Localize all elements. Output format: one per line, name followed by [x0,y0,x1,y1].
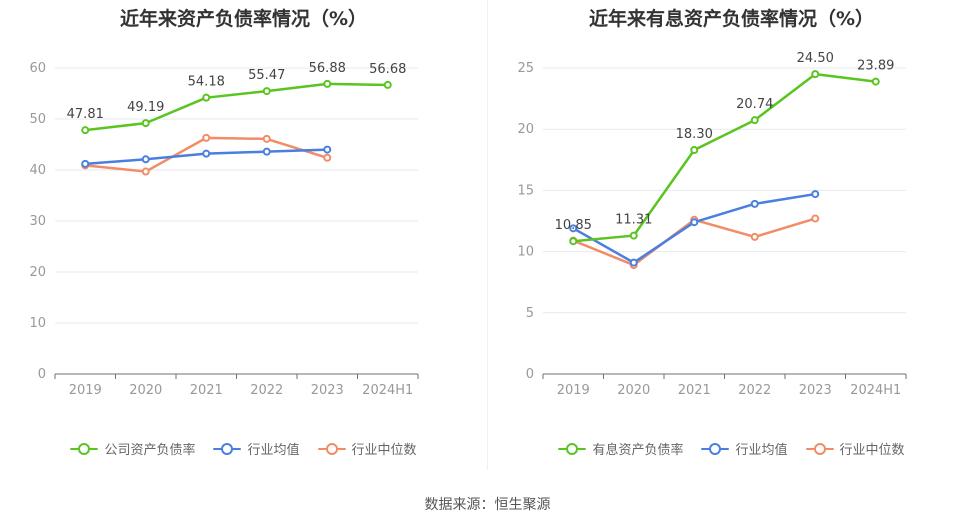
legend-label: 公司资产负债率 [104,443,196,458]
data-point [690,146,699,155]
legend-marker-icon [558,442,587,456]
y-tick-label: 20 [517,122,534,137]
data-point [629,258,638,267]
data-point [811,70,820,79]
legend-label: 行业中位数 [351,443,417,458]
y-tick-label: 0 [526,367,534,382]
data-point [262,87,271,96]
chart-panel-asset-liability: 近年来资产负债率情况（%） 0 10 20 30 40 50 60 2019 2020 2021 2… [0,0,487,470]
x-tick-label: 2022 [250,383,283,398]
x-tick-label: 2020 [129,383,162,398]
chart-title: 近年来资产负债率情况（%） [119,8,368,30]
legend-item[interactable]: 行业中位数 [317,439,417,458]
data-label: 24.50 [797,51,834,66]
data-point [811,214,820,223]
y-tick-label: 40 [29,163,46,178]
panel-divider [487,0,488,470]
legend-label: 行业均值 [247,443,300,458]
data-point [569,237,578,246]
data-point [629,231,638,240]
legend-marker-icon [213,442,242,456]
x-tick-label: 2020 [617,383,650,398]
legend-item[interactable]: 行业均值 [701,439,788,458]
legend-item[interactable]: 公司资产负债率 [70,439,195,458]
data-label: 20.74 [736,97,773,112]
x-tick-label: 2019 [69,383,102,398]
y-tick-label: 50 [29,112,46,127]
data-point [81,159,90,168]
legend-label: 有息资产负债率 [592,443,684,458]
legend-marker-icon [805,442,834,456]
data-label: 49.19 [127,100,164,115]
data-label: 18.30 [676,127,713,142]
data-point [141,119,150,128]
legend-marker-icon [701,442,730,456]
legend-marker-icon [317,442,346,456]
x-tick-label: 2021 [190,383,223,398]
line-chart-asset-liability: 0 10 20 30 40 50 60 2019 2020 2021 2022 2023 2024H1 4… [29,61,419,398]
data-label: 54.18 [188,75,225,90]
x-tick-label: 2022 [738,383,771,398]
y-tick-label: 15 [517,183,534,198]
data-label: 10.85 [555,218,592,233]
data-label: 55.47 [248,68,285,83]
series-line [573,72,876,243]
y-tick-label: 60 [29,61,46,76]
data-point [202,93,211,102]
x-tick-label: 2023 [311,383,344,398]
x-tick-label: 2023 [799,383,832,398]
data-point [262,147,271,156]
y-tick-label: 0 [38,367,46,382]
data-point [569,224,578,233]
legend-item[interactable]: 行业中位数 [805,439,905,458]
y-tick-label: 10 [517,245,534,260]
data-point [750,199,759,208]
data-point [323,153,332,162]
legend-item[interactable]: 行业均值 [213,439,300,458]
y-tick-label: 20 [29,265,46,280]
data-point [141,167,150,176]
legend-marker-icon [70,442,99,456]
line-chart-interest-bearing: 0 5 10 15 20 25 2019 2020 2021 2022 2023 2024H1 10.8… [517,51,907,398]
data-point [141,155,150,164]
data-point [323,79,332,88]
series-line [85,82,388,132]
x-tick-label: 2024H1 [362,383,413,398]
y-tick-label: 10 [29,316,46,331]
data-label: 11.31 [615,213,652,228]
data-point [202,133,211,142]
data-point [262,134,271,143]
legend-label: 行业均值 [735,443,788,458]
y-tick-label: 30 [29,214,46,229]
chart-legend: 公司资产负债率 行业均值 行业中位数 [0,439,487,458]
chart-legend: 有息资产负债率 行业均值 行业中位数 [488,439,975,458]
data-point [871,77,880,86]
data-point [202,149,211,158]
data-point [81,126,90,135]
x-tick-label: 2019 [557,383,590,398]
data-label: 47.81 [67,107,104,122]
data-point [383,80,392,89]
y-tick-label: 25 [517,61,534,76]
legend-label: 行业中位数 [839,443,905,458]
x-tick-label: 2021 [678,383,711,398]
data-label: 56.88 [309,61,346,76]
x-tick-label: 2024H1 [850,383,901,398]
data-point [750,116,759,125]
chart-panel-interest-bearing: 近年来有息资产负债率情况（%） 0 5 10 15 20 25 2019 2020 2021 20… [488,0,975,470]
data-source-note: 数据来源：恒生聚源 [424,497,551,513]
data-point [750,232,759,241]
data-label: 23.89 [857,59,894,74]
data-point [811,190,820,199]
data-label: 56.68 [369,62,406,77]
legend-item[interactable]: 有息资产负债率 [558,439,683,458]
data-point [323,145,332,154]
y-tick-label: 5 [526,306,534,321]
chart-title: 近年来有息资产负债率情况（%） [588,8,875,30]
data-point [690,218,699,227]
